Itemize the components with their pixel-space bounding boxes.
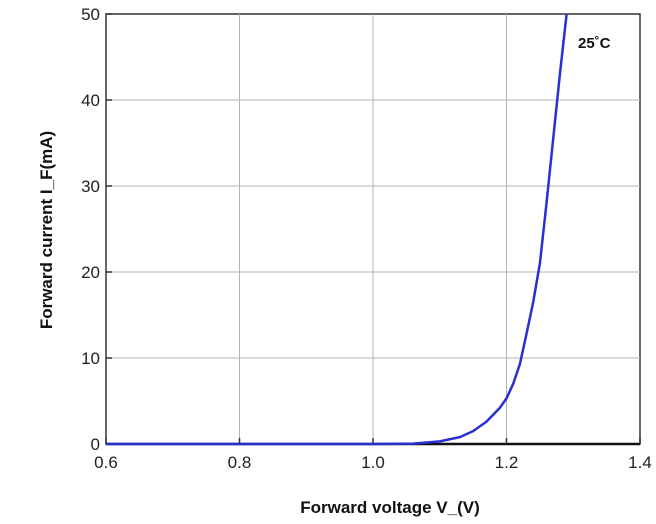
x-tick-label: 0.6 [94,453,118,472]
x-tick-label: 1.4 [628,453,652,472]
series-line [106,13,568,446]
y-tick-label: 10 [81,349,100,368]
tick-labels: 0.6 0.8 1.0 1.2 1.4 0 10 20 30 40 50 [81,5,652,472]
y-tick-label: 40 [81,91,100,110]
y-tick-label: 30 [81,177,100,196]
y-tick-label: 0 [91,435,100,454]
y-tick-label: 20 [81,263,100,282]
grid-lines [106,14,640,444]
x-axis-title: Forward voltage V_(V) [300,498,479,517]
temperature-annotation: 25˚C [578,35,611,52]
x-tick-label: 1.0 [361,453,385,472]
series-layer [106,13,568,446]
x-tick-label: 0.8 [228,453,252,472]
x-tick-label: 1.2 [495,453,519,472]
y-tick-label: 50 [81,5,100,24]
y-axis-title: Forward current I_F(mA) [37,131,56,329]
